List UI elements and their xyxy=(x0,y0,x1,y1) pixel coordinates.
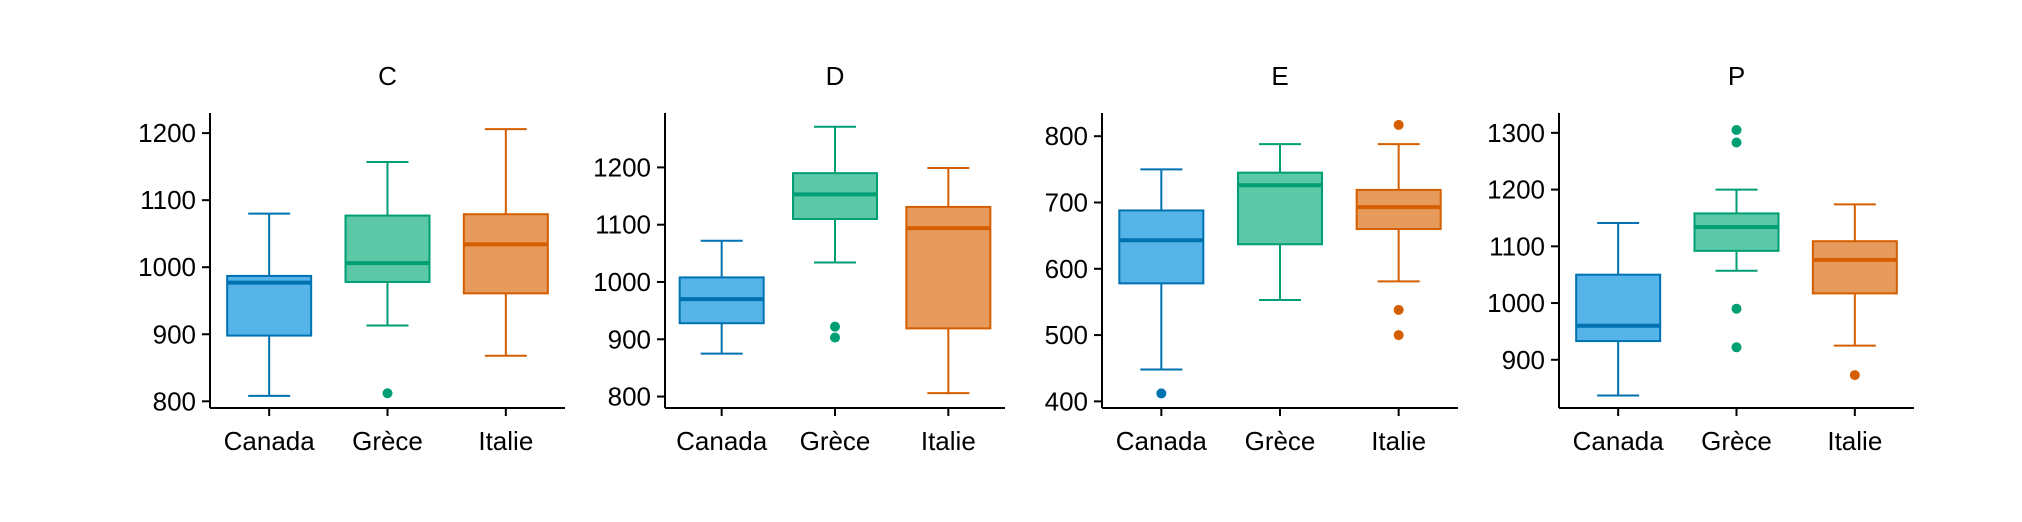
panel-d: D 800 900 1000 1100 1200 Canada Grèce Italie xyxy=(593,61,1005,456)
y-tick-label: 700 xyxy=(1045,187,1088,217)
box-italie: Italie xyxy=(905,166,992,456)
outlier-point xyxy=(1393,119,1404,130)
y-tick-label: 600 xyxy=(1045,254,1088,284)
x-tick-label: Grèce xyxy=(800,426,871,456)
box-canada: Canada xyxy=(224,212,316,456)
box-italie: Italie xyxy=(1355,119,1442,456)
x-tick-label: Canada xyxy=(1116,426,1208,456)
outlier-point xyxy=(1731,342,1742,353)
outlier-point xyxy=(1393,330,1404,341)
box-grce: Grèce xyxy=(792,125,878,456)
iqr-box xyxy=(1811,240,1898,295)
outlier-point xyxy=(1731,303,1742,314)
x-tick-label: Italie xyxy=(1827,426,1882,456)
x-tick-label: Grèce xyxy=(352,426,423,456)
panel-title: D xyxy=(826,61,845,91)
y-tick-label: 800 xyxy=(153,386,196,416)
outlier-point xyxy=(1731,125,1742,136)
panel-title: E xyxy=(1271,61,1288,91)
panel-c: C 800 900 1000 1100 1200 Canada Grèce Italie xyxy=(138,61,565,456)
x-tick-label: Grèce xyxy=(1245,426,1316,456)
box-italie: Italie xyxy=(1811,203,1898,456)
y-tick-label: 1100 xyxy=(140,185,196,215)
box-italie: Italie xyxy=(462,128,549,456)
y-tick-label: 1300 xyxy=(1487,118,1545,148)
outlier-point xyxy=(1393,304,1404,315)
iqr-box xyxy=(462,213,549,295)
y-tick-label: 400 xyxy=(1045,386,1088,416)
iqr-box xyxy=(1118,209,1205,285)
panel-title: P xyxy=(1728,61,1745,91)
y-tick-label: 900 xyxy=(608,324,651,354)
y-tick-label: 1000 xyxy=(138,252,196,282)
y-tick-label: 800 xyxy=(1045,121,1088,151)
y-tick-label: 1100 xyxy=(1489,231,1545,261)
y-tick-label: 500 xyxy=(1045,320,1088,350)
iqr-box xyxy=(905,205,992,330)
box-grce: Grèce xyxy=(344,160,431,456)
y-tick-label: 1000 xyxy=(593,267,651,297)
y-tick-label: 1000 xyxy=(1487,288,1545,318)
iqr-box xyxy=(1575,273,1662,343)
iqr-box xyxy=(344,214,431,283)
outlier-point xyxy=(382,388,393,399)
y-tick-label: 900 xyxy=(1502,345,1545,375)
outlier-point xyxy=(1849,370,1860,381)
y-tick-label: 800 xyxy=(608,382,651,412)
panel-title: C xyxy=(378,61,397,91)
iqr-box xyxy=(1693,212,1780,252)
y-tick-label: 1200 xyxy=(1487,175,1545,205)
box-canada: Canada xyxy=(676,239,768,456)
x-tick-label: Canada xyxy=(1573,426,1665,456)
box-canada: Canada xyxy=(1116,168,1208,456)
iqr-box xyxy=(1355,188,1442,231)
x-tick-label: Grèce xyxy=(1701,426,1772,456)
box-canada: Canada xyxy=(1573,222,1665,456)
iqr-box xyxy=(226,274,313,337)
x-tick-label: Italie xyxy=(478,426,533,456)
outlier-point xyxy=(830,321,840,332)
x-tick-label: Italie xyxy=(1371,426,1426,456)
panel-e: E 400 500 600 700 800 Canada Grèce Italie xyxy=(1045,61,1458,456)
outlier-point xyxy=(1156,388,1167,399)
outlier-point xyxy=(830,332,840,343)
outlier-point xyxy=(1731,137,1742,148)
x-tick-label: Canada xyxy=(676,426,768,456)
y-tick-label: 1200 xyxy=(593,152,651,182)
box-grce: Grèce xyxy=(1693,125,1780,456)
panel-p: P 900 1000 1100 1200 1300 Canada Grèce Italie xyxy=(1487,61,1914,456)
y-tick-label: 1100 xyxy=(595,210,651,240)
y-tick-label: 1200 xyxy=(138,118,196,148)
x-tick-label: Italie xyxy=(921,426,976,456)
box-grce: Grèce xyxy=(1237,143,1323,456)
x-tick-label: Canada xyxy=(224,426,316,456)
y-tick-label: 900 xyxy=(153,319,196,349)
